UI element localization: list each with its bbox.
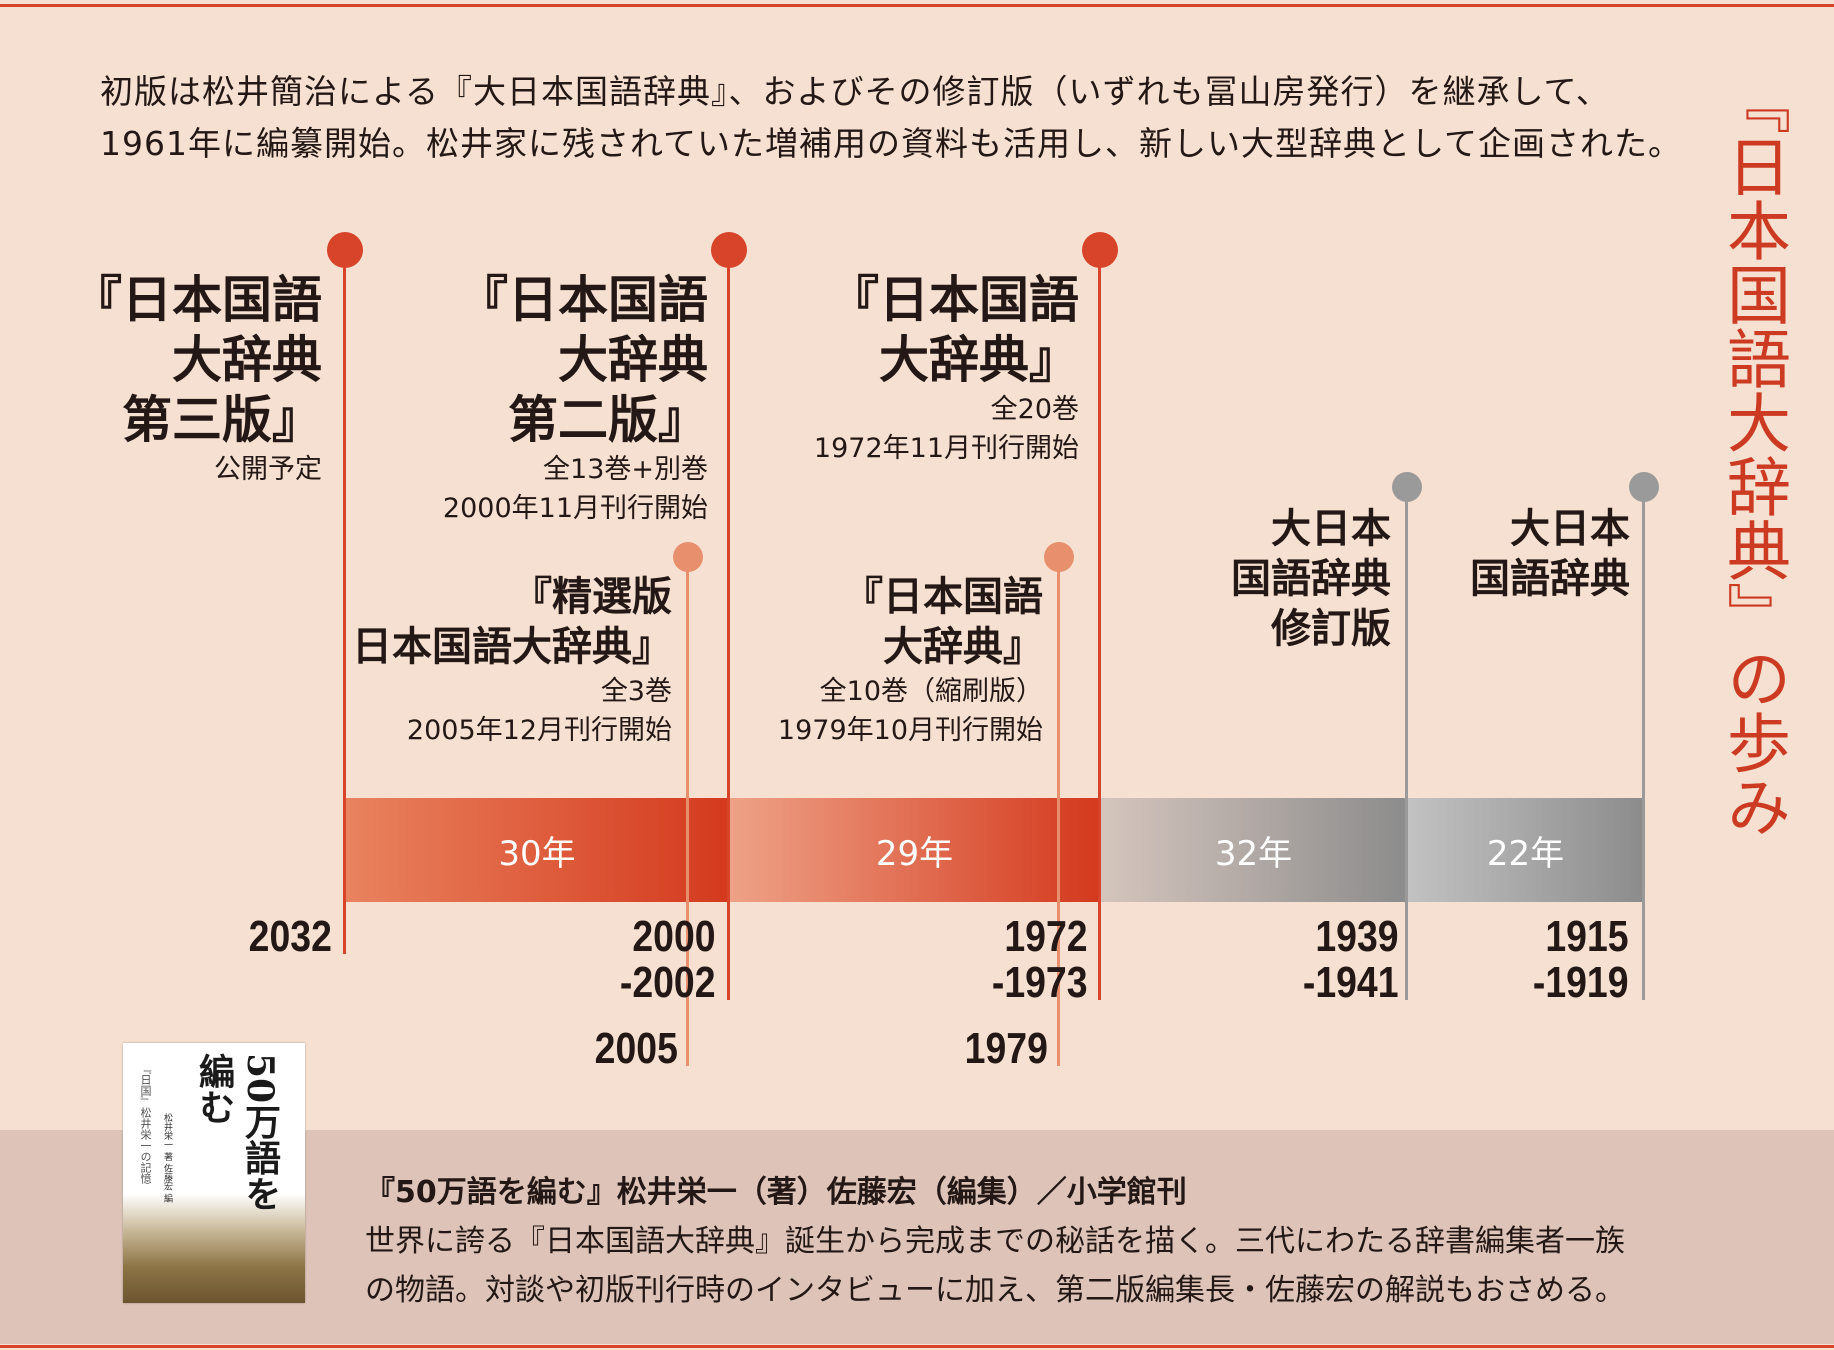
year-text: -1919 [1533,958,1629,1007]
year-text: 2005 [594,1024,678,1073]
edition-title-line: 大辞典 [558,330,708,389]
edition-note: 2005年12月刊行開始 [406,715,672,746]
year-text: -1941 [1303,958,1399,1007]
interval-bar: 30年 [345,798,729,902]
milestone-dot [1082,232,1118,268]
edition-first: 『日本国語 大辞典』 全20巻 1972年11月刊行開始 [814,270,1079,468]
interval-bar: 29年 [729,798,1100,902]
edition-second: 『日本国語 大辞典 第二版』 全13巻+別巻 2000年11月刊行開始 [443,270,708,528]
edition-note: 公開予定 [214,454,322,485]
edition-title-line: 修訂版 [1271,605,1391,652]
edition-title-line: 日本国語大辞典』 [352,623,672,670]
top-border [0,4,1834,7]
bottom-border [0,1345,1834,1348]
year-text: -1973 [992,958,1088,1007]
edition-title-line: 『日本国語 [843,573,1043,620]
edition-title-line: 国語辞典 [1231,555,1391,602]
intro-line: 初版は松井簡治による『大日本国語辞典』、およびその修訂版（いずれも冨山房発行）を… [100,72,1610,111]
timeline-line [727,250,730,1000]
edition-note: 2000年11月刊行開始 [442,493,708,524]
edition-title-line: 『日本国語 [829,270,1079,329]
interval-label: 22年 [1486,833,1565,874]
intro-line: 1961年に編纂開始。松井家に残されていた増補用の資料も活用し、新しい大型辞典と… [100,124,1683,163]
year-label: 1972 -1973 [992,914,1088,1006]
timeline-line [1405,486,1408,1000]
year-text: -2002 [620,958,716,1007]
timeline-line [1098,250,1101,1000]
interval-label: 30年 [498,833,576,874]
year-text: 2032 [248,912,332,961]
edition-title-line: 大日本 [1271,505,1391,552]
year-label: 2005 [595,1026,678,1072]
edition-title-line: 大辞典』 [883,623,1043,670]
milestone-dot [673,542,703,572]
book-info-band [0,1130,1834,1344]
page-title: 『日本国語大辞典』の歩み [1716,70,1790,838]
book-description-line: 世界に誇る『日本国語大辞典』誕生から完成までの秘話を描く。三代にわたる辞書編集者… [365,1224,1625,1259]
interval-bar: 32年 [1100,798,1407,902]
timeline-line [1642,486,1645,1000]
edition-dainihon: 大日本 国語辞典 [1470,504,1630,604]
timeline-line [343,250,346,954]
timeline-line [1057,556,1060,1066]
intro-text: 初版は松井簡治による『大日本国語辞典』、およびその修訂版（いずれも冨山房発行）を… [100,66,1683,170]
edition-compact: 『日本国語 大辞典』 全10巻（縮刷版） 1979年10月刊行開始 [778,572,1043,750]
edition-title-line: 大辞典 [172,330,322,389]
milestone-dot [1044,542,1074,572]
book-cover-title: 50万語を編む [193,1053,281,1212]
interval-label: 29年 [875,833,954,874]
year-text: 1915 [1545,912,1629,961]
book-cover-authors: 松井栄一 著 佐藤宏 編 [162,1113,172,1203]
interval-bar: 22年 [1407,798,1644,902]
edition-title-line: 第三版』 [122,390,322,449]
edition-third: 『日本国語 大辞典 第三版』 公開予定 [72,270,322,489]
book-cover: 『日国』松井栄一の記憶 松井栄一 著 佐藤宏 編 50万語を編む [123,1043,305,1303]
milestone-dot [1392,472,1422,502]
book-description: 『50万語を編む』松井栄一（著）佐藤宏（編集）／小学館刊 世界に誇る『日本国語大… [365,1168,1785,1315]
edition-title-line: 大日本 [1510,505,1630,552]
year-label: 2032 [249,914,332,960]
edition-note: 全3巻 [600,676,672,707]
book-description-line: の物語。対談や初版刊行時のインタビューに加え、第二版編集長・佐藤宏の解説もおさめ… [365,1273,1625,1308]
edition-selected: 『精選版 日本国語大辞典』 全3巻 2005年12月刊行開始 [352,572,672,750]
edition-note: 全20巻 [990,394,1079,425]
interval-label: 32年 [1214,833,1293,874]
year-label: 1939 -1941 [1303,914,1399,1006]
milestone-dot [327,232,363,268]
edition-title-line: 『日本国語 [458,270,708,329]
year-label: 2000 -2002 [620,914,716,1006]
edition-title-line: 国語辞典 [1470,555,1630,602]
edition-note: 1979年10月刊行開始 [777,715,1043,746]
edition-note: 全13巻+別巻 [543,454,708,485]
edition-title-line: 第二版』 [508,390,708,449]
edition-title-line: 『日本国語 [72,270,322,329]
edition-note: 全10巻（縮刷版） [819,676,1043,707]
milestone-dot [711,232,747,268]
edition-title-line: 『精選版 [512,573,672,620]
edition-dainihon-revised: 大日本 国語辞典 修訂版 [1231,504,1391,654]
year-text: 1939 [1315,912,1399,961]
timeline-line [686,556,689,1066]
edition-note: 1972年11月刊行開始 [813,433,1079,464]
year-text: 2000 [632,912,716,961]
milestone-dot [1629,472,1659,502]
book-cover-subtitle: 『日国』松井栄一の記憶 [139,1063,152,1184]
year-text: 1979 [964,1024,1048,1073]
year-text: 1972 [1004,912,1088,961]
edition-title-line: 大辞典』 [879,330,1079,389]
year-label: 1915 -1919 [1533,914,1629,1006]
book-heading: 『50万語を編む』松井栄一（著）佐藤宏（編集）／小学館刊 [365,1175,1187,1210]
year-label: 1979 [965,1026,1048,1072]
